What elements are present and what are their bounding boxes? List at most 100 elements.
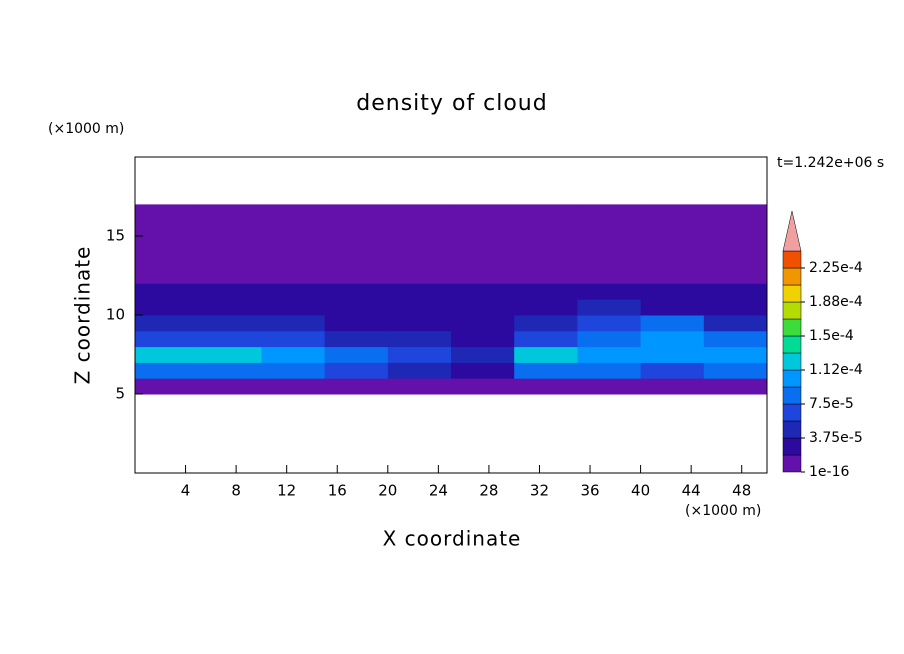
colorbar-box xyxy=(782,369,802,388)
contour-cell xyxy=(640,362,705,379)
y-tick-label: 15 xyxy=(106,227,125,245)
colorbar-label: 7.5e-5 xyxy=(809,396,854,412)
contour-cell xyxy=(703,378,768,395)
contour-cell xyxy=(640,267,705,284)
contour-cell xyxy=(640,204,705,221)
contour-cell xyxy=(640,378,705,395)
contour-cell xyxy=(703,267,768,284)
contour-cell xyxy=(451,315,515,332)
contour-cell xyxy=(577,346,642,363)
contour-cell xyxy=(135,362,199,379)
contour-cell xyxy=(135,267,199,284)
contour-cell xyxy=(387,346,452,363)
contour-cell xyxy=(324,330,389,348)
contour-cell xyxy=(198,204,262,221)
contour-cell xyxy=(514,236,578,253)
contour-cell xyxy=(387,283,452,300)
x-tick-label: 48 xyxy=(732,482,751,500)
contour-cell xyxy=(703,204,768,221)
x-tick-label: 8 xyxy=(231,482,241,500)
contour-cell xyxy=(387,362,452,379)
contour-cell xyxy=(387,204,452,221)
contour-cell xyxy=(640,346,705,363)
contour-cell xyxy=(387,220,452,237)
contour-cell xyxy=(324,251,389,269)
contour-cell xyxy=(703,283,768,300)
x-tick-label: 40 xyxy=(631,482,650,500)
contour-cell xyxy=(640,236,705,253)
x-tick-label: 36 xyxy=(580,482,599,500)
contour-cell xyxy=(703,251,768,269)
contour-cell xyxy=(387,378,452,395)
colorbar-label: 2.25e-4 xyxy=(809,260,863,276)
contour-cell xyxy=(198,330,262,348)
contour-cell xyxy=(135,204,199,221)
contour-cell xyxy=(261,315,326,332)
y-axis-label: Z coordinate xyxy=(71,246,95,385)
contour-cell xyxy=(135,378,199,395)
x-tick-label: 28 xyxy=(479,482,498,500)
contour-cell xyxy=(198,283,262,300)
contour-cell xyxy=(703,236,768,253)
contour-cell xyxy=(261,378,326,395)
contour-cell xyxy=(324,220,389,237)
contour-cell xyxy=(640,251,705,269)
contour-cell xyxy=(387,251,452,269)
contour-cell xyxy=(324,299,389,316)
colorbar-box xyxy=(782,250,802,269)
contour-cell xyxy=(324,362,389,379)
x-unit: (×1000 m) xyxy=(685,503,761,519)
contour-cell xyxy=(451,299,515,316)
contour-cell xyxy=(703,346,768,363)
contour-cell xyxy=(514,330,578,348)
y-unit: (×1000 m) xyxy=(48,121,124,137)
colorbar-label: 1.12e-4 xyxy=(809,362,863,378)
contour-cell xyxy=(135,315,199,332)
y-tick-label: 5 xyxy=(115,385,125,403)
contour-cell xyxy=(261,267,326,284)
colorbar-box xyxy=(782,437,802,456)
contour-cell xyxy=(198,315,262,332)
contour-cell xyxy=(514,315,578,332)
contour-cell xyxy=(703,315,768,332)
contour-cell xyxy=(451,378,515,395)
contour-cell xyxy=(135,220,199,237)
contour-cell xyxy=(577,330,642,348)
contour-cell xyxy=(387,315,452,332)
contour-cell xyxy=(261,220,326,237)
colorbar-box xyxy=(782,420,802,439)
contour-cell xyxy=(640,315,705,332)
contour-cell xyxy=(514,299,578,316)
contour-cell xyxy=(198,267,262,284)
contour-cell xyxy=(640,220,705,237)
contour-cell xyxy=(514,267,578,284)
contour-cell xyxy=(261,362,326,379)
contour-cell xyxy=(198,251,262,269)
contour-cell xyxy=(135,330,199,348)
contour-cell xyxy=(198,346,262,363)
contour-cell xyxy=(577,283,642,300)
contour-cell xyxy=(198,362,262,379)
contour-cell xyxy=(387,299,452,316)
colorbar-label: 1e-16 xyxy=(809,464,849,480)
contour-cell xyxy=(135,299,199,316)
contour-cell xyxy=(451,346,515,363)
contour-cell xyxy=(198,299,262,316)
x-tick-label: 4 xyxy=(181,482,191,500)
x-tick-label: 20 xyxy=(378,482,397,500)
colorbar-box xyxy=(782,335,802,354)
contour-cell xyxy=(451,362,515,379)
colorbar-box xyxy=(782,386,802,405)
contour-cell xyxy=(451,236,515,253)
contour-cell xyxy=(451,330,515,348)
x-tick-label: 24 xyxy=(429,482,448,500)
x-tick-label: 44 xyxy=(682,482,701,500)
contour-cell xyxy=(514,378,578,395)
colorbar-label: 1.88e-4 xyxy=(809,294,863,310)
x-tick-label: 12 xyxy=(277,482,296,500)
colorbar-box xyxy=(782,454,802,473)
contour-cell xyxy=(451,251,515,269)
time-label: t=1.242e+06 s xyxy=(777,155,884,171)
colorbar-box xyxy=(782,301,802,320)
